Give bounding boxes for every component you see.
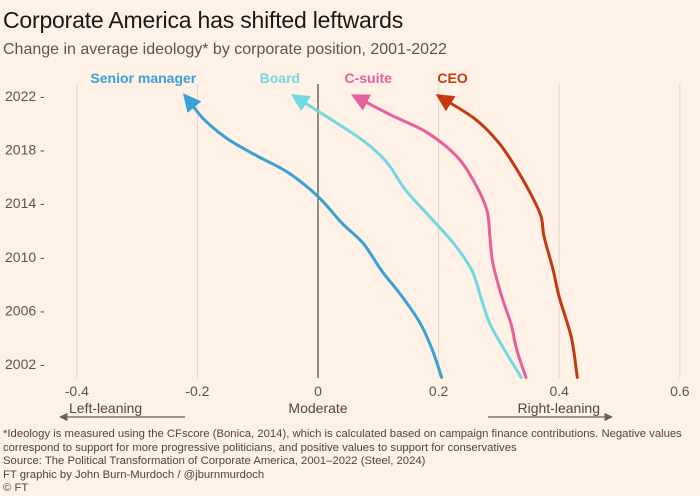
x-tick-label: 0.2: [429, 383, 449, 399]
y-tick-label: 2002 -: [5, 356, 45, 372]
y-tick-label: 2022 -: [5, 88, 45, 104]
left-leaning-label: Left-leaning: [69, 400, 142, 416]
credit-line: FT graphic by John Burn-Murdoch / @jburn…: [3, 468, 265, 481]
line-chart: 2002 - 2006 - 2010 - 2014 - 2018 - 2022 - -0.…: [5, 70, 690, 422]
x-tick-label: 0: [314, 383, 322, 399]
y-tick-label: 2018 -: [5, 142, 45, 158]
x-tick-label: 0.6: [670, 383, 690, 399]
x-tick-label: 0.4: [549, 383, 569, 399]
y-tick-label: 2006 -: [5, 302, 45, 318]
x-tick-label: -0.4: [65, 383, 89, 399]
y-tick-label: 2014 -: [5, 195, 45, 211]
board-line: [290, 94, 523, 379]
x-tick-label: -0.2: [185, 383, 209, 399]
chart-title: Corporate America has shifted leftwards: [3, 7, 404, 33]
c-suite-label: C-suite: [344, 70, 392, 86]
copyright: © FT: [3, 482, 29, 495]
senior-manager-label: Senior manager: [90, 70, 196, 86]
chart-notes: *Ideology is measured using the CFscore …: [3, 428, 697, 496]
c-suite-line: [351, 94, 528, 379]
right-leaning-label: Right-leaning: [518, 400, 601, 416]
source-line: Source: The Political Transformation of …: [3, 455, 426, 468]
senior-manager-line: [183, 93, 444, 379]
ceo-label: CEO: [437, 70, 467, 86]
y-tick-label: 2010 -: [5, 249, 45, 265]
chart-subtitle: Change in average ideology* by corporate…: [3, 41, 447, 58]
ceo-line: [435, 94, 579, 379]
footnote: *Ideology is measured using the CFscore …: [3, 428, 682, 454]
moderate-label: Moderate: [288, 400, 347, 416]
board-label: Board: [260, 70, 300, 86]
